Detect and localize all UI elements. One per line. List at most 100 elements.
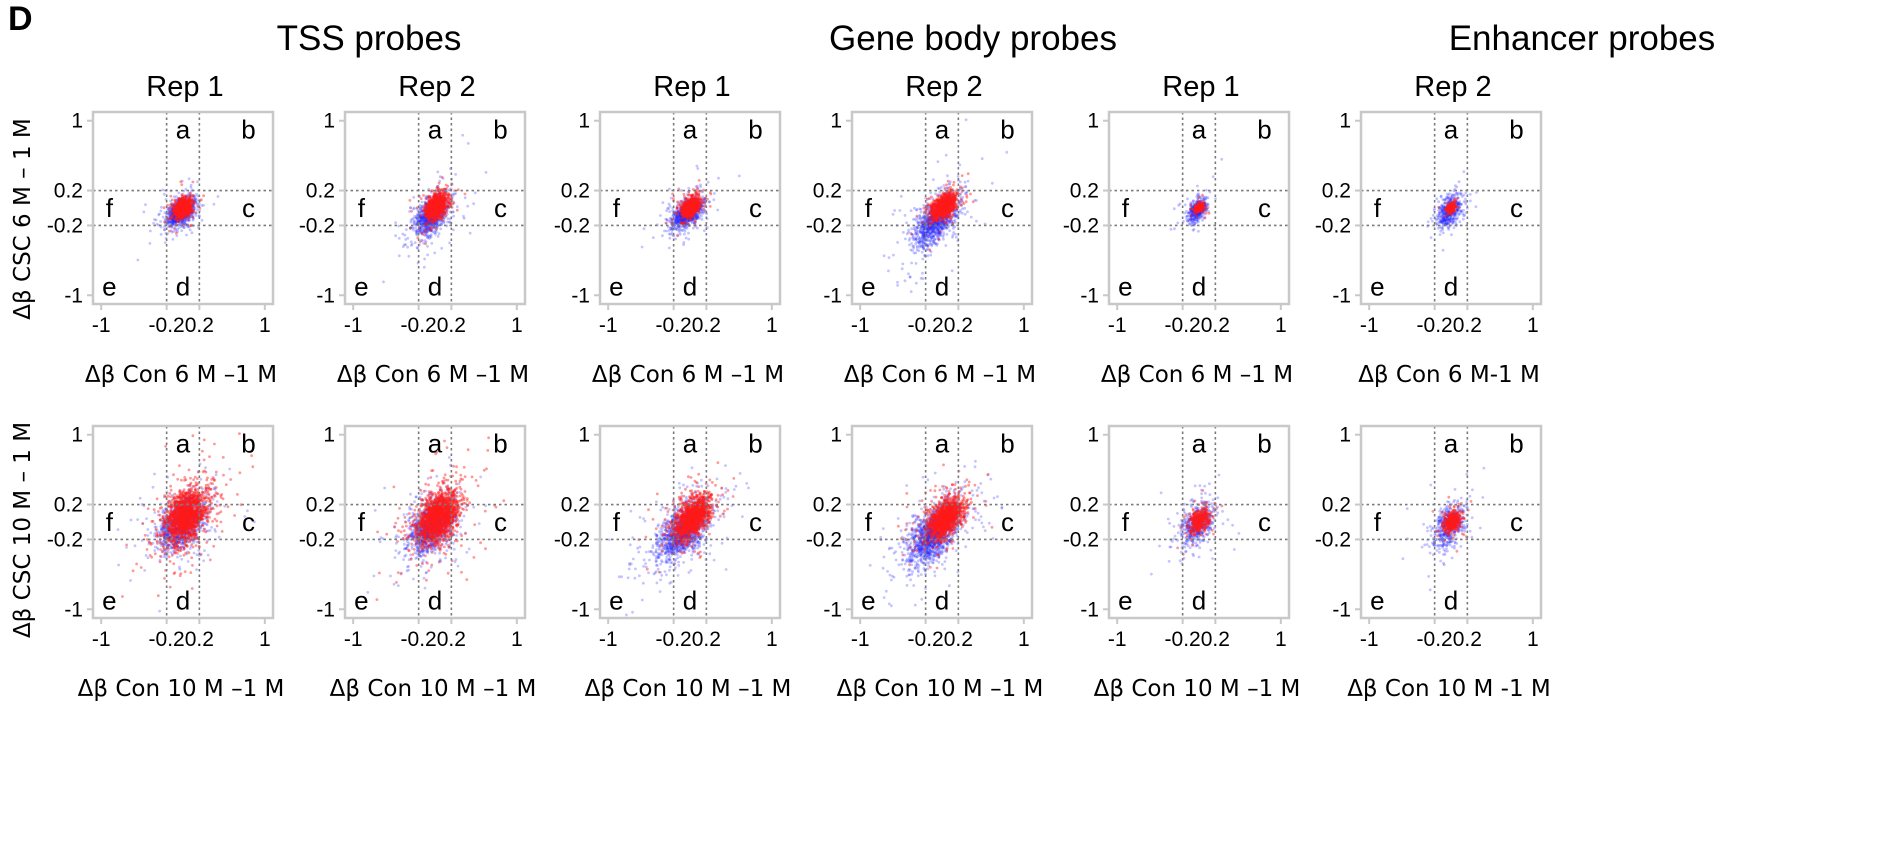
data-point [185,206,189,209]
data-point [175,211,179,215]
data-point [181,206,185,210]
data-point [178,206,182,210]
data-point [185,205,189,209]
data-point [429,228,433,232]
data-point [180,202,184,206]
data-point [176,209,180,212]
y-tick-label: -1 [316,284,335,307]
data-point [152,221,156,225]
data-point [174,216,178,220]
data-point [440,175,444,179]
data-point [178,216,182,220]
data-point [182,208,185,212]
data-point [179,207,183,210]
data-point [182,211,186,215]
data-point [189,211,192,215]
data-point [177,198,181,202]
data-point [171,214,175,218]
data-point [186,210,189,214]
data-point [168,211,172,215]
data-point [188,213,192,217]
data-point [170,217,174,221]
data-point [181,210,185,214]
data-point [186,213,189,217]
data-point [180,210,183,214]
data-point [181,215,184,219]
data-point [181,214,184,217]
data-point [180,196,184,200]
data-point [171,213,175,217]
data-point [178,215,182,219]
data-point [185,212,188,216]
data-point [455,205,459,209]
data-point [183,206,187,210]
data-point [181,211,185,214]
data-point [179,207,183,211]
data-point [176,210,180,213]
data-point [185,208,189,212]
data-point [183,209,187,213]
data-point [179,220,183,224]
data-point [183,209,187,213]
data-point [186,201,190,205]
data-point [187,204,191,208]
data-point [169,229,173,233]
data-point [174,211,178,215]
data-point [179,211,182,215]
data-point [181,205,185,209]
data-point [184,203,188,206]
data-point [167,211,171,215]
data-point [188,207,192,211]
data-point [191,218,195,222]
data-point [183,221,187,225]
data-point [193,202,196,206]
data-point [181,206,185,210]
data-point [191,180,195,184]
data-point [178,202,182,206]
data-point [177,206,180,210]
data-point [708,200,712,204]
data-point [172,219,176,223]
data-point [439,206,442,210]
data-point [190,211,194,214]
data-point [188,196,192,199]
data-point [189,186,193,189]
data-point [170,226,174,229]
data-point [181,202,185,206]
data-point [667,246,671,250]
data-point [181,202,185,205]
data-point [182,200,186,204]
data-point [191,215,195,219]
data-point [189,204,193,208]
data-point [186,203,190,206]
data-point [171,211,175,215]
data-point [186,205,190,209]
data-point [181,211,185,215]
data-point [186,204,190,208]
data-point [179,208,183,212]
data-point [169,202,173,206]
data-point [184,204,188,208]
data-point [178,207,182,211]
data-point [178,203,181,207]
data-point [184,206,187,210]
data-point [166,207,170,211]
data-point [185,203,189,207]
y-tick-label: 0.2 [306,180,335,203]
data-point [178,205,182,209]
data-point [184,202,188,206]
data-point [182,208,186,212]
data-point [186,204,190,208]
data-point [178,208,182,212]
data-point [180,206,184,210]
data-point [426,253,429,257]
data-point [429,225,433,229]
data-point [172,230,176,233]
data-point [177,203,181,207]
data-point [172,205,176,209]
data-point [180,199,184,202]
data-point [172,204,176,208]
data-point [179,212,182,215]
data-point [186,199,190,203]
data-point [183,212,187,215]
